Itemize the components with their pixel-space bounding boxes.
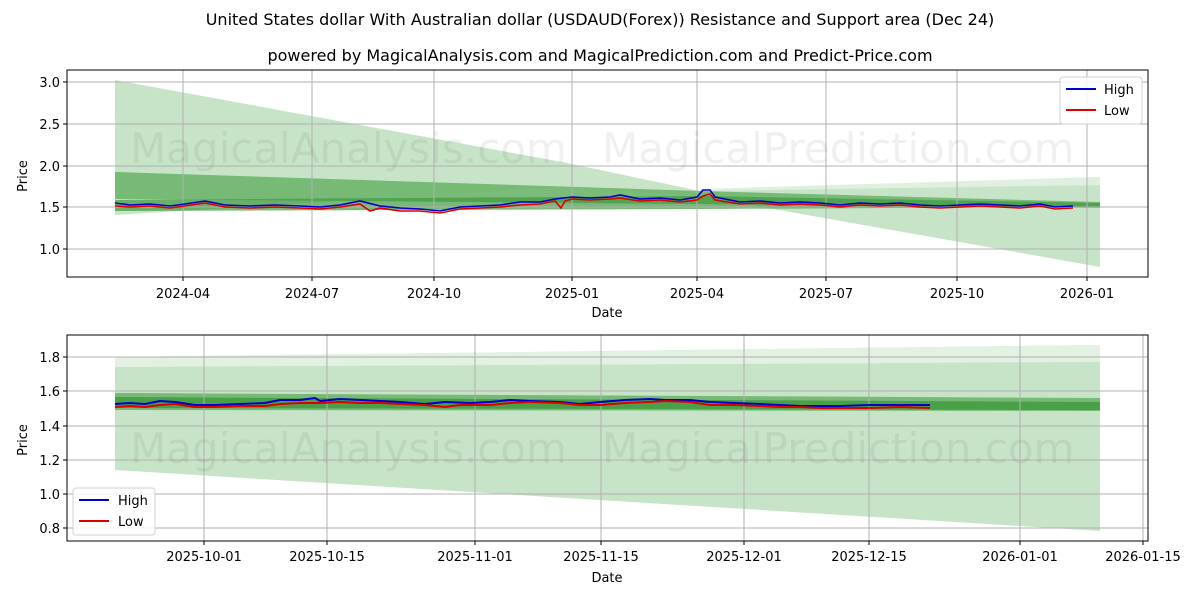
bottom-chart: MagicalAnalysis.com MagicalPrediction.co… <box>16 334 1181 586</box>
watermark-magicalanalysis: MagicalAnalysis.com <box>130 124 567 173</box>
bottom-low-line <box>114 399 931 409</box>
top-y-ticks: 3.0 2.5 2.0 1.5 1.0 <box>39 76 67 258</box>
bottom-ytick: 1.0 <box>39 488 60 503</box>
bottom-ytick: 1.8 <box>39 351 60 366</box>
bottom-xtick: 2025-11-15 <box>563 550 639 565</box>
top-xtick: 2025-04 <box>670 287 724 302</box>
bottom-xtick: 2026-01-15 <box>1105 550 1181 565</box>
bottom-high-line <box>114 396 930 407</box>
top-ytick: 1.5 <box>39 201 60 216</box>
top-xtick: 2024-04 <box>156 287 210 302</box>
top-xtick: 2024-10 <box>407 287 461 302</box>
top-x-axis-label: Date <box>591 306 622 321</box>
legend-low-label: Low <box>1104 104 1130 119</box>
bottom-y-ticks: 1.8 1.6 1.4 1.2 1.0 0.8 <box>39 351 67 537</box>
top-ytick: 2.5 <box>39 118 60 133</box>
legend-high-label: High <box>1104 83 1134 98</box>
top-xtick: 2026-01 <box>1060 287 1114 302</box>
top-x-ticks: 2024-04 2024-07 2024-10 2025-01 2025-04 … <box>156 277 1114 302</box>
bottom-xtick: 2025-10-01 <box>166 550 242 565</box>
watermark-magicalprediction: MagicalPrediction.com <box>602 424 1075 473</box>
top-ytick: 3.0 <box>39 76 60 91</box>
chart-subtitle: powered by MagicalAnalysis.com and Magic… <box>267 46 933 65</box>
top-xtick: 2025-10 <box>930 287 984 302</box>
top-ytick: 1.0 <box>39 243 60 258</box>
bottom-axes-frame <box>66 334 1149 542</box>
top-xtick: 2025-01 <box>545 287 599 302</box>
bottom-ytick: 0.8 <box>39 522 60 537</box>
bottom-x-axis-label: Date <box>591 571 622 586</box>
bottom-top-light-band <box>115 345 1100 367</box>
bottom-xtick: 2025-12-01 <box>706 550 782 565</box>
bottom-xtick: 2025-11-01 <box>437 550 513 565</box>
top-xtick: 2025-07 <box>799 287 853 302</box>
top-legend: High Low <box>1059 76 1143 125</box>
bottom-xtick: 2026-01-01 <box>982 550 1058 565</box>
legend-high-label: High <box>118 494 148 509</box>
bottom-ytick: 1.2 <box>39 454 60 469</box>
watermark-magicalanalysis: MagicalAnalysis.com <box>130 424 567 473</box>
watermark-magicalprediction: MagicalPrediction.com <box>602 124 1075 173</box>
top-low-line <box>114 193 1074 214</box>
top-chart: MagicalAnalysis.com MagicalPrediction.co… <box>16 69 1149 321</box>
bottom-ytick: 1.6 <box>39 385 60 400</box>
top-xtick: 2024-07 <box>285 287 339 302</box>
bottom-grid <box>67 335 1148 541</box>
top-y-axis-label: Price <box>16 160 31 192</box>
legend-low-label: Low <box>118 515 144 530</box>
bottom-y-axis-label: Price <box>16 424 31 456</box>
top-outer-band <box>115 80 1100 267</box>
bottom-ytick: 1.4 <box>39 420 60 435</box>
chart-title: United States dollar With Australian dol… <box>205 10 995 29</box>
bottom-xtick: 2025-12-15 <box>831 550 907 565</box>
top-light-tail <box>700 177 1100 191</box>
top-axes-frame <box>66 69 1149 278</box>
top-high-line <box>114 189 1074 212</box>
bottom-legend: High Low <box>72 487 156 536</box>
bottom-xtick: 2025-10-15 <box>289 550 365 565</box>
bottom-x-ticks: 2025-10-01 2025-10-15 2025-11-01 2025-11… <box>166 541 1181 565</box>
top-ytick: 2.0 <box>39 160 60 175</box>
